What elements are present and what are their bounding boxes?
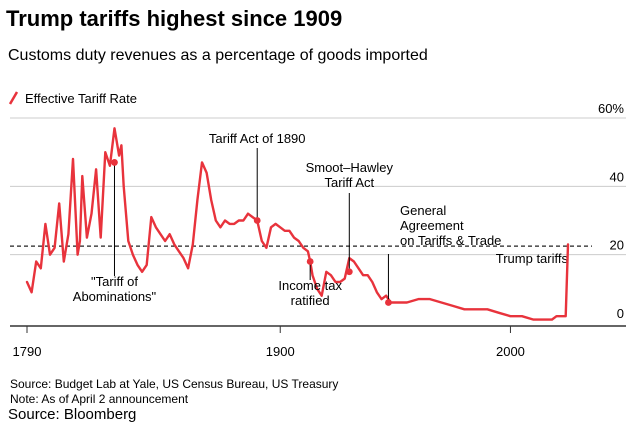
annotation-marker [253, 217, 261, 224]
tick-labels: 0 20 40 60% 1790 1900 2000 [13, 101, 625, 359]
legend: Effective Tariff Rate [8, 91, 137, 106]
x-tick-label: 1900 [266, 344, 295, 359]
annotations: "Tariff of Abominations" Tariff Act of 189… [73, 131, 502, 308]
y-tick-label: 60% [598, 101, 624, 116]
source-note: Source: Budget Lab at Yale, US Census Bu… [10, 377, 339, 391]
series-lines [25, 127, 570, 321]
annotation: Tariff Act of 1890 [209, 131, 306, 224]
annotation-label: "Tariff of Abominations" [73, 274, 157, 304]
annotation-label: Smoot–Hawley Tariff Act [306, 160, 394, 190]
gridlines [10, 117, 626, 256]
annotation: Income tax ratified [278, 258, 342, 308]
x-axis [10, 325, 626, 333]
x-tick-label: 1790 [13, 344, 42, 359]
credit-note: Source: Bloomberg [8, 406, 137, 423]
annotation: General Agreement on Tariffs & Trade [385, 203, 501, 306]
annotation-marker [345, 268, 353, 276]
annotation-marker [306, 258, 314, 265]
chart-subtitle: Customs duty revenues as a percentage of… [8, 47, 428, 64]
x-tick-label: 2000 [496, 344, 525, 359]
legend-label: Effective Tariff Rate [25, 91, 137, 106]
chart-title: Trump tariffs highest since 1909 [6, 6, 343, 31]
annotation-marker [385, 299, 392, 306]
annotation-label: Income tax ratified [278, 278, 342, 308]
y-tick-label: 20 [610, 238, 624, 253]
y-tick-label: 0 [617, 306, 624, 321]
annotation-marker [111, 159, 118, 166]
trump-tariff-reference: Trump tariffs [10, 245, 592, 266]
series-line [25, 127, 570, 321]
annotation-label: Tariff Act of 1890 [209, 131, 306, 146]
annotation: "Tariff of Abominations" [73, 159, 157, 304]
reference-label: Trump tariffs [496, 251, 569, 266]
annotation-label: General Agreement on Tariffs & Trade [400, 203, 501, 248]
legend-swatch [8, 91, 19, 105]
annotation: Smoot–Hawley Tariff Act [306, 160, 394, 276]
y-tick-label: 40 [610, 169, 624, 184]
date-note: Note: As of April 2 announcement [10, 392, 189, 406]
